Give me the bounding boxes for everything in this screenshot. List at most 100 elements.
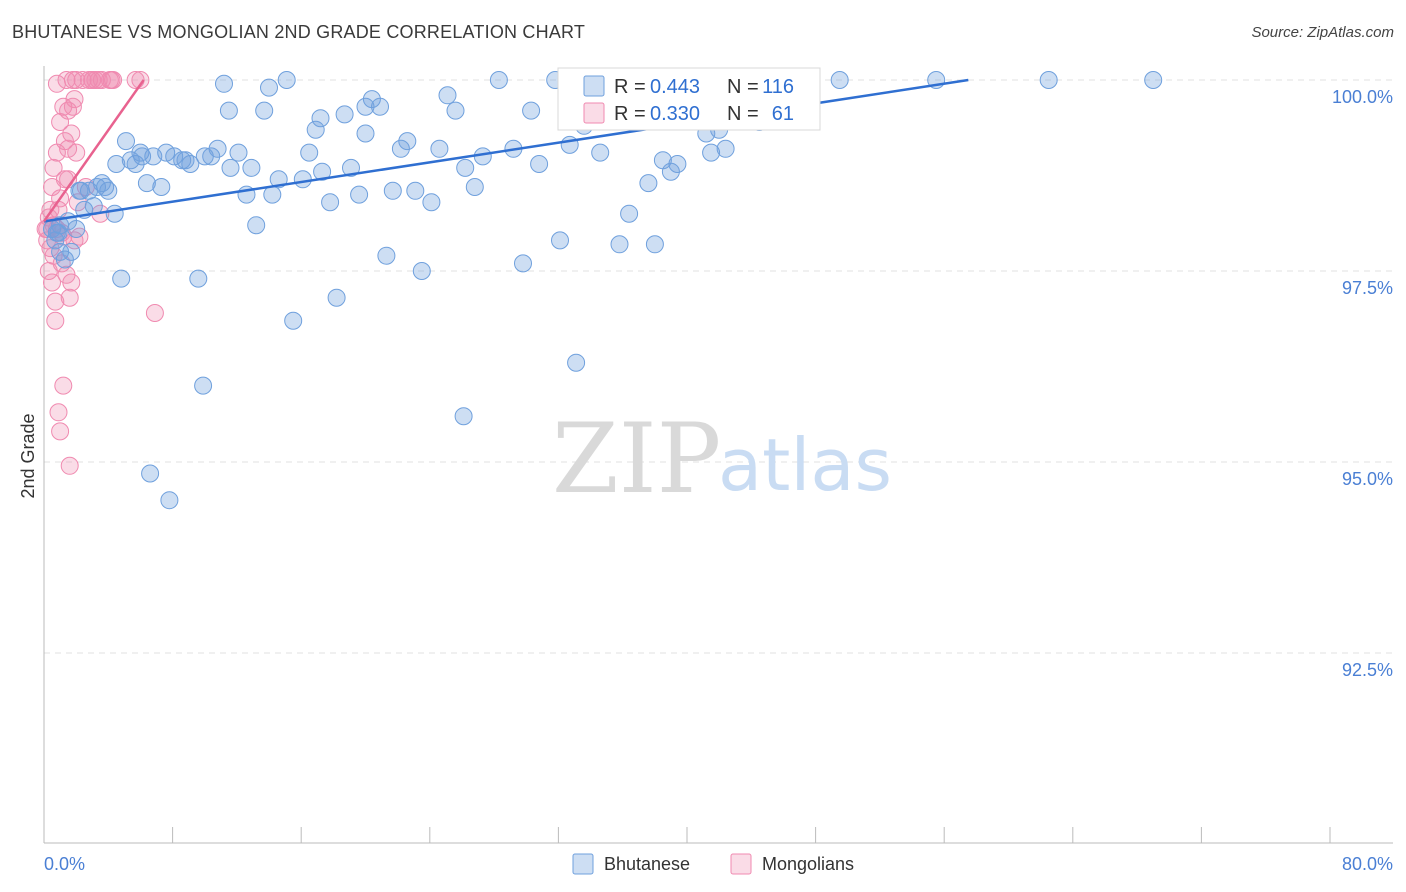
data-point-mongolians-28 <box>60 456 79 475</box>
data-point-bhutanese-30 <box>208 139 227 158</box>
data-point-bhutanese-113 <box>96 178 115 196</box>
data-point-mongolians-60 <box>67 71 86 89</box>
legend-n-value-bhutanese: 116 <box>762 76 794 98</box>
data-point-mongolians-10 <box>46 311 65 330</box>
data-point-mongolians-29 <box>62 124 81 143</box>
legend-r-label-bhutanese: R = <box>614 76 646 98</box>
data-point-bhutanese-85 <box>661 162 680 181</box>
data-point-bhutanese-45 <box>313 162 332 181</box>
series-legend: Bhutanese Mongolians <box>572 853 854 875</box>
data-point-bhutanese-59 <box>412 262 431 280</box>
data-point-bhutanese-78 <box>591 143 610 162</box>
data-point-bhutanese-38 <box>263 185 282 204</box>
data-point-bhutanese-99 <box>1144 71 1163 89</box>
data-point-bhutanese-20 <box>137 174 156 193</box>
stats-legend-box <box>557 67 821 131</box>
y-tick-label-0: 100.0% <box>1332 87 1393 107</box>
data-point-bhutanese-57 <box>398 132 417 151</box>
data-point-bhutanese-110 <box>221 158 240 177</box>
data-point-bhutanese-27 <box>189 269 208 288</box>
series-legend-label-mongolians: Mongolians <box>762 854 854 874</box>
y-tick-label-1: 97.5% <box>1342 278 1393 298</box>
data-point-bhutanese-43 <box>300 143 319 162</box>
data-point-bhutanese-67 <box>489 71 508 89</box>
data-point-bhutanese-105 <box>141 464 160 483</box>
data-point-bhutanese-111 <box>176 151 195 170</box>
legend-n-label-bhutanese: N = <box>727 76 759 98</box>
data-point-bhutanese-64 <box>456 158 475 177</box>
data-point-bhutanese-54 <box>377 246 396 265</box>
data-point-bhutanese-18 <box>126 155 145 173</box>
axes <box>43 66 1393 844</box>
data-point-mongolians-58 <box>145 304 164 322</box>
legend-swatch-bhutanese <box>583 75 605 97</box>
legend-swatch-mongolians <box>583 102 605 124</box>
data-point-bhutanese-62 <box>438 86 457 105</box>
data-point-mongolians-6 <box>43 273 61 292</box>
data-point-mongolians-27 <box>60 288 79 307</box>
data-point-bhutanese-49 <box>342 158 360 177</box>
data-point-bhutanese-35 <box>242 158 261 177</box>
data-point-bhutanese-50 <box>350 185 369 204</box>
data-point-mongolians-32 <box>63 97 82 116</box>
data-point-bhutanese-82 <box>639 174 658 193</box>
data-point-bhutanese-14 <box>105 204 124 223</box>
data-point-bhutanese-73 <box>551 231 569 250</box>
watermark-atlas: atlas <box>718 423 892 507</box>
data-point-bhutanese-47 <box>327 288 346 307</box>
source-label: Source: ZipAtlas.com <box>1251 24 1394 41</box>
data-point-mongolians-23 <box>57 71 76 89</box>
stats-legend: R = 0.443 N = 116 R = 0.330 N = 61 <box>557 67 821 131</box>
chart-title: BHUTANESE VS MONGOLIAN 2ND GRADE CORRELA… <box>12 22 586 42</box>
data-point-mongolians-49 <box>131 71 150 89</box>
data-point-bhutanese-81 <box>620 204 639 223</box>
data-point-mongolians-14 <box>49 403 68 422</box>
data-point-bhutanese-90 <box>702 143 721 162</box>
data-point-bhutanese-58 <box>406 181 425 200</box>
trendline-bhutanese <box>43 78 969 223</box>
x-tick-label-min: 0.0% <box>44 854 85 874</box>
data-point-bhutanese-51 <box>356 124 375 143</box>
data-point-bhutanese-80 <box>610 235 629 254</box>
data-point-bhutanese-107 <box>356 97 375 116</box>
data-point-mongolians-30 <box>62 273 81 292</box>
y-tick-label-3: 92.5% <box>1342 660 1393 680</box>
data-point-bhutanese-56 <box>391 139 410 158</box>
watermark: ZIP atlas <box>552 403 892 515</box>
data-point-bhutanese-104 <box>160 491 179 510</box>
data-point-bhutanese-33 <box>229 143 248 162</box>
legend-r-label-mongolians: R = <box>614 103 646 125</box>
data-point-bhutanese-40 <box>277 71 296 89</box>
data-point-bhutanese-22 <box>152 178 171 196</box>
data-point-bhutanese-7 <box>67 220 86 238</box>
data-point-mongolians-7 <box>44 158 63 177</box>
data-point-bhutanese-71 <box>530 155 549 173</box>
data-point-mongolians-47 <box>104 71 123 89</box>
watermark-zip: ZIP <box>552 403 721 515</box>
data-point-mongolians-16 <box>51 422 70 441</box>
x-tick-label-max: 80.0% <box>1342 854 1393 874</box>
data-point-bhutanese-36 <box>247 216 266 235</box>
data-point-mongolians-9 <box>46 292 65 311</box>
data-point-bhutanese-109 <box>260 78 278 97</box>
data-point-bhutanese-103 <box>194 376 213 395</box>
data-point-bhutanese-53 <box>371 97 389 116</box>
data-point-bhutanese-16 <box>117 132 135 151</box>
data-point-bhutanese-101 <box>70 181 89 200</box>
legend-r-value-mongolians: 0.330 <box>650 103 700 125</box>
data-point-bhutanese-100 <box>51 216 70 235</box>
data-point-bhutanese-98 <box>1039 71 1058 89</box>
mongolians-points <box>36 71 164 475</box>
data-point-bhutanese-44 <box>306 120 325 139</box>
data-point-bhutanese-6 <box>62 242 81 261</box>
data-point-bhutanese-115 <box>49 223 68 242</box>
series-legend-swatch-mongolians <box>730 853 752 875</box>
data-point-bhutanese-41 <box>284 311 303 330</box>
data-point-mongolians-59 <box>83 71 102 89</box>
legend-r-value-bhutanese: 0.443 <box>650 76 700 98</box>
data-point-bhutanese-55 <box>383 181 402 200</box>
data-point-bhutanese-86 <box>668 155 687 173</box>
data-point-bhutanese-32 <box>219 101 238 120</box>
data-point-bhutanese-91 <box>716 139 735 158</box>
data-point-bhutanese-75 <box>567 353 586 372</box>
